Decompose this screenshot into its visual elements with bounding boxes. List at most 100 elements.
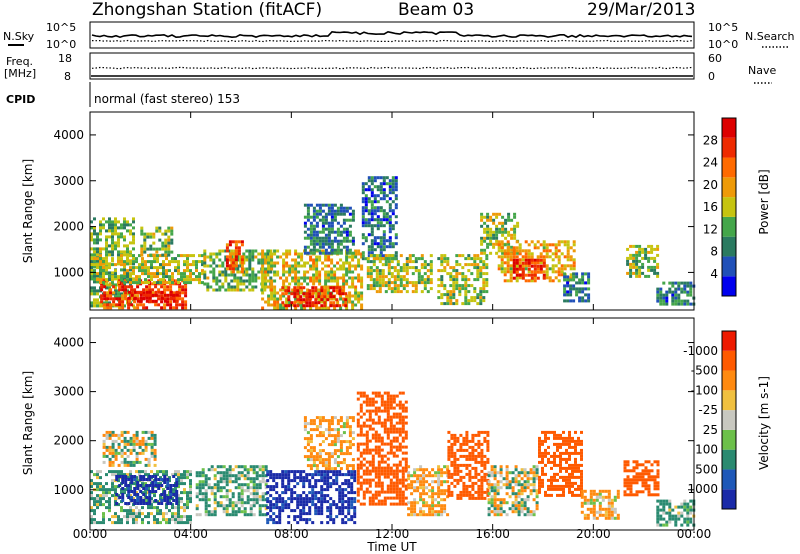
data-cell: [306, 215, 310, 219]
data-cell: [183, 272, 186, 276]
data-cell: [240, 243, 244, 247]
data-cell: [294, 273, 298, 277]
data-cell: [287, 286, 291, 290]
data-cell: [270, 303, 274, 307]
data-cell: [342, 440, 346, 444]
data-cell: [156, 254, 159, 258]
data-cell: [327, 233, 331, 237]
data-cell: [147, 275, 150, 279]
data-cell: [578, 278, 582, 282]
data-cell: [219, 465, 223, 469]
data-cell: [386, 430, 390, 434]
data-cell: [309, 233, 313, 237]
data-cell: [302, 491, 306, 495]
data-cell: [129, 460, 133, 464]
data-cell: [348, 431, 352, 435]
data-cell: [309, 449, 313, 453]
data-cell: [114, 263, 117, 267]
colorbar-frame: [721, 117, 737, 297]
data-cell: [405, 281, 409, 285]
data-cell: [321, 230, 325, 234]
data-cell: [216, 486, 220, 490]
data-cell: [680, 290, 684, 294]
data-cell: [557, 255, 561, 259]
data-cell: [255, 471, 259, 475]
data-cell: [377, 481, 381, 485]
data-cell: [557, 240, 561, 244]
data-cell: [376, 227, 380, 231]
data-cell: [398, 421, 402, 425]
data-cell: [96, 482, 99, 486]
data-cell: [303, 416, 307, 420]
data-cell: [96, 235, 99, 239]
data-cell: [147, 473, 150, 477]
data-cell: [503, 267, 507, 271]
data-cell: [360, 255, 364, 259]
data-cell: [391, 191, 395, 195]
data-cell: [93, 497, 96, 501]
data-cell: [464, 290, 468, 294]
data-cell: [392, 490, 396, 494]
data-cell: [392, 436, 396, 440]
data-cell: [401, 493, 405, 497]
data-cell: [159, 266, 162, 270]
data-cell: [341, 497, 345, 501]
data-cell: [662, 281, 666, 285]
data-cell: [385, 215, 389, 219]
data-cell: [99, 494, 102, 498]
data-cell: [387, 278, 391, 282]
data-cell: [311, 488, 315, 492]
data-cell: [96, 259, 99, 263]
data-cell: [365, 442, 369, 446]
data-cell: [341, 512, 345, 516]
data-cell: [327, 255, 331, 259]
data-cell: [317, 470, 321, 474]
data-cell: [288, 249, 292, 253]
data-cell: [431, 468, 435, 472]
data-cell: [518, 249, 522, 253]
data-cell: [147, 442, 151, 446]
data-cell: [389, 484, 393, 488]
data-cell: [139, 484, 143, 487]
data-cell: [273, 306, 277, 310]
data-cell: [401, 439, 405, 443]
data-cell: [258, 495, 262, 499]
data-cell: [380, 457, 384, 461]
data-cell: [323, 292, 327, 296]
data-cell: [299, 515, 303, 519]
data-cell: [172, 306, 176, 310]
data-cell: [422, 489, 426, 493]
data-cell: [383, 418, 387, 422]
data-cell: [309, 419, 313, 423]
data-cell: [282, 303, 286, 307]
data-cell: [227, 288, 231, 292]
data-cell: [398, 442, 402, 446]
data-cell: [411, 284, 415, 288]
data-cell: [320, 304, 324, 308]
data-cell: [138, 442, 142, 446]
data-cell: [132, 262, 135, 266]
nave-series: [91, 66, 693, 70]
data-cell: [437, 278, 441, 282]
data-cell: [270, 261, 274, 265]
data-cell: [135, 451, 139, 455]
data-cell: [195, 266, 198, 270]
data-cell: [524, 264, 528, 268]
data-cell: [198, 498, 202, 502]
data-cell: [166, 288, 170, 292]
data-cell: [411, 272, 415, 276]
data-cell: [385, 218, 389, 222]
data-cell: [485, 254, 489, 258]
data-cell: [437, 492, 441, 496]
data-cell: [102, 512, 105, 516]
data-cell: [108, 433, 112, 437]
data-cell: [374, 496, 378, 500]
data-cell: [394, 188, 398, 192]
data-cell: [485, 281, 489, 285]
data-cell: [345, 236, 349, 240]
data-cell: [145, 502, 149, 505]
data-cell: [443, 287, 447, 291]
data-cell: [647, 268, 651, 272]
data-cell: [330, 258, 334, 262]
data-cell: [156, 521, 159, 525]
